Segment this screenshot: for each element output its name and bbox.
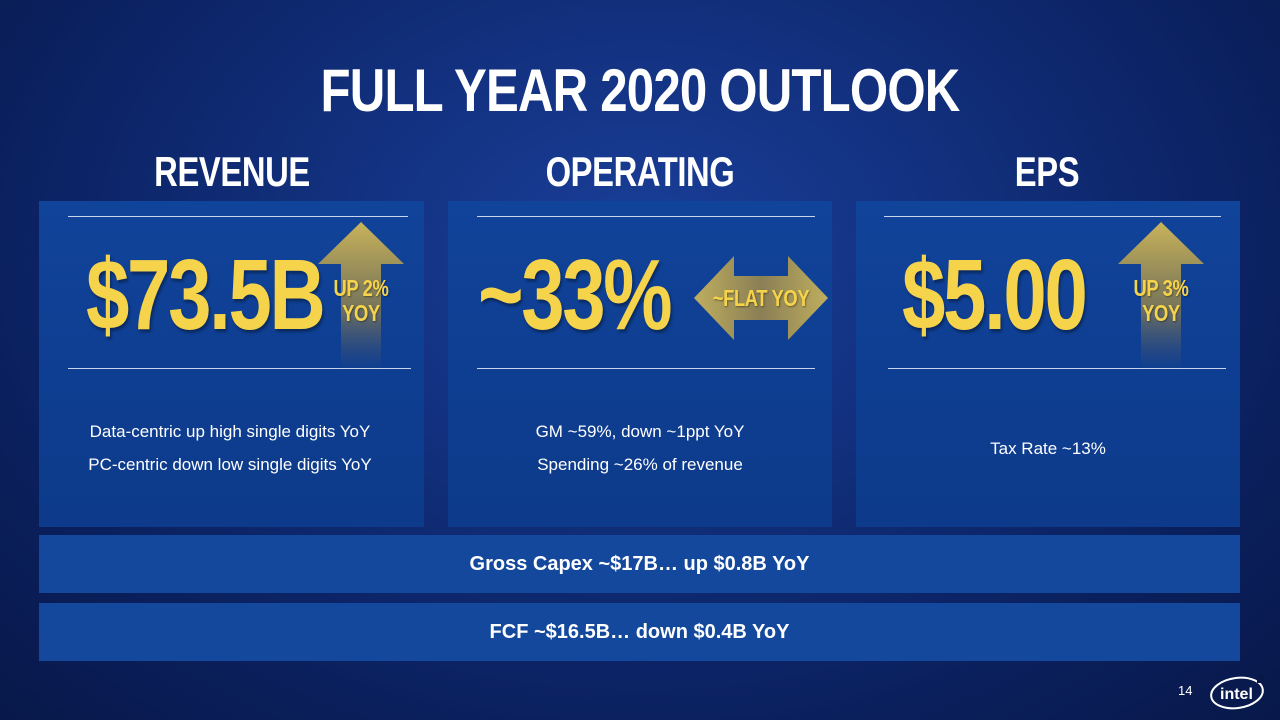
- detail-line: GM ~59%, down ~1ppt YoY: [535, 422, 745, 441]
- eps-change-line1: UP 3%: [1133, 275, 1189, 301]
- divider: [884, 216, 1221, 217]
- fcf-bar: FCF ~$16.5B… down $0.4B YoY: [39, 603, 1240, 661]
- revenue-change-line2: YOY: [342, 300, 380, 326]
- page-number: 14: [1178, 683, 1193, 698]
- gross-capex-bar: Gross Capex ~$17B… up $0.8B YoY: [39, 535, 1240, 593]
- detail-line: Data-centric up high single digits YoY: [89, 422, 371, 441]
- intel-logo: intel: [1210, 674, 1265, 710]
- detail-line: Tax Rate ~13%: [990, 439, 1106, 458]
- detail-line: Spending ~26% of revenue: [537, 455, 743, 474]
- divider: [68, 368, 411, 369]
- operating-margin-panel: [448, 201, 832, 527]
- eps-value: $5.00: [902, 239, 1088, 351]
- divider: [68, 216, 408, 217]
- heading-eps: EPS: [1014, 148, 1080, 195]
- up-arrow-icon: [318, 222, 404, 370]
- heading-revenue: REVENUE: [154, 148, 310, 195]
- operating-margin-value: ~33%: [478, 239, 673, 351]
- operating-margin-change-label: ~FLAT YOY: [712, 285, 810, 311]
- divider: [477, 216, 815, 217]
- logo-text: intel: [1220, 686, 1253, 703]
- revenue-change-label: UP 2% YOY: [327, 276, 396, 326]
- left-right-arrow-icon: [694, 256, 828, 340]
- revenue-details: Data-centric up high single digits YoY P…: [34, 415, 426, 481]
- revenue-change-line1: UP 2%: [333, 275, 389, 301]
- eps-change-label: UP 3% YOY: [1127, 276, 1196, 326]
- detail-line: PC-centric down low single digits YoY: [88, 455, 372, 474]
- slide-title: FULL YEAR 2020 OUTLOOK: [320, 57, 960, 124]
- divider: [888, 368, 1226, 369]
- operating-margin-details: GM ~59%, down ~1ppt YoY Spending ~26% of…: [444, 415, 836, 481]
- up-arrow-icon: [1118, 222, 1204, 370]
- eps-details: Tax Rate ~13%: [852, 432, 1244, 465]
- divider: [477, 368, 815, 369]
- eps-change-line2: YOY: [1142, 300, 1180, 326]
- revenue-value: $73.5B: [86, 239, 326, 351]
